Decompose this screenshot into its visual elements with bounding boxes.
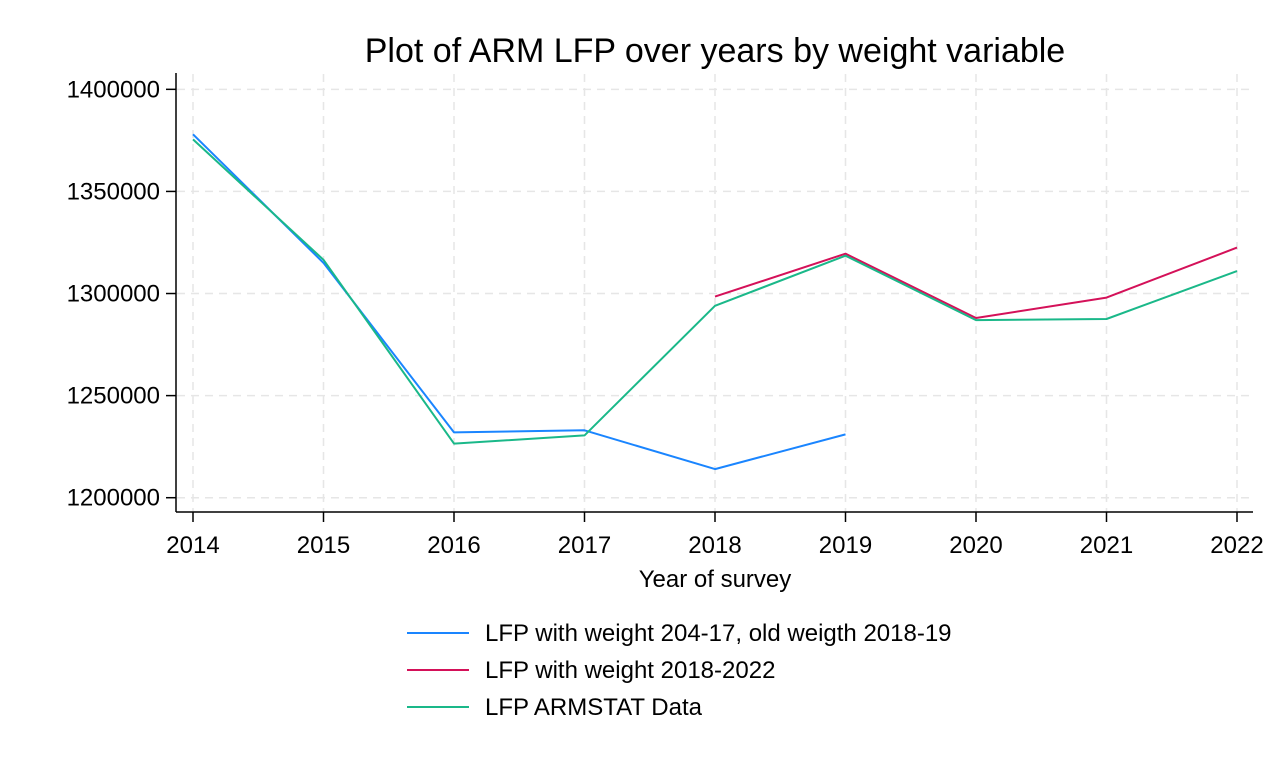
series-lines	[192, 133, 1238, 471]
y-tick-label: 1200000	[67, 485, 160, 512]
x-tick-label: 2022	[1210, 532, 1263, 559]
x-tick-label: 2020	[949, 532, 1002, 559]
y-ticks: 1400000 1350000 1300000 1250000 1200000	[67, 76, 176, 512]
y-tick-label: 1250000	[67, 383, 160, 410]
x-tick-label: 2015	[297, 532, 350, 559]
y-tick-label: 1350000	[67, 178, 160, 205]
x-tick-label: 2016	[427, 532, 480, 559]
series-line-3	[192, 138, 1238, 445]
x-axis-label: Year of survey	[639, 566, 792, 593]
legend: LFP with weight 204-17, old weigth 2018-…	[407, 620, 952, 721]
x-tick-label: 2021	[1080, 532, 1133, 559]
x-ticks: 2014 2015 2016 2017 2018 2019 2020 2021 2022	[166, 512, 1264, 559]
chart-title: Plot of ARM LFP over years by weight var…	[365, 32, 1065, 70]
series-line-1	[192, 133, 846, 471]
grid-lines	[177, 74, 1252, 511]
x-tick-label: 2018	[688, 532, 741, 559]
y-tick-label: 1400000	[67, 76, 160, 103]
x-tick-label: 2017	[558, 532, 611, 559]
axes	[175, 73, 1253, 513]
y-tick-label: 1300000	[67, 281, 160, 308]
x-tick-label: 2014	[166, 532, 219, 559]
legend-label-3: LFP ARMSTAT Data	[485, 694, 703, 721]
legend-label-1: LFP with weight 204-17, old weigth 2018-…	[485, 620, 952, 647]
legend-label-2: LFP with weight 2018-2022	[485, 657, 775, 684]
x-tick-label: 2019	[819, 532, 872, 559]
series-line-2	[714, 246, 1238, 319]
